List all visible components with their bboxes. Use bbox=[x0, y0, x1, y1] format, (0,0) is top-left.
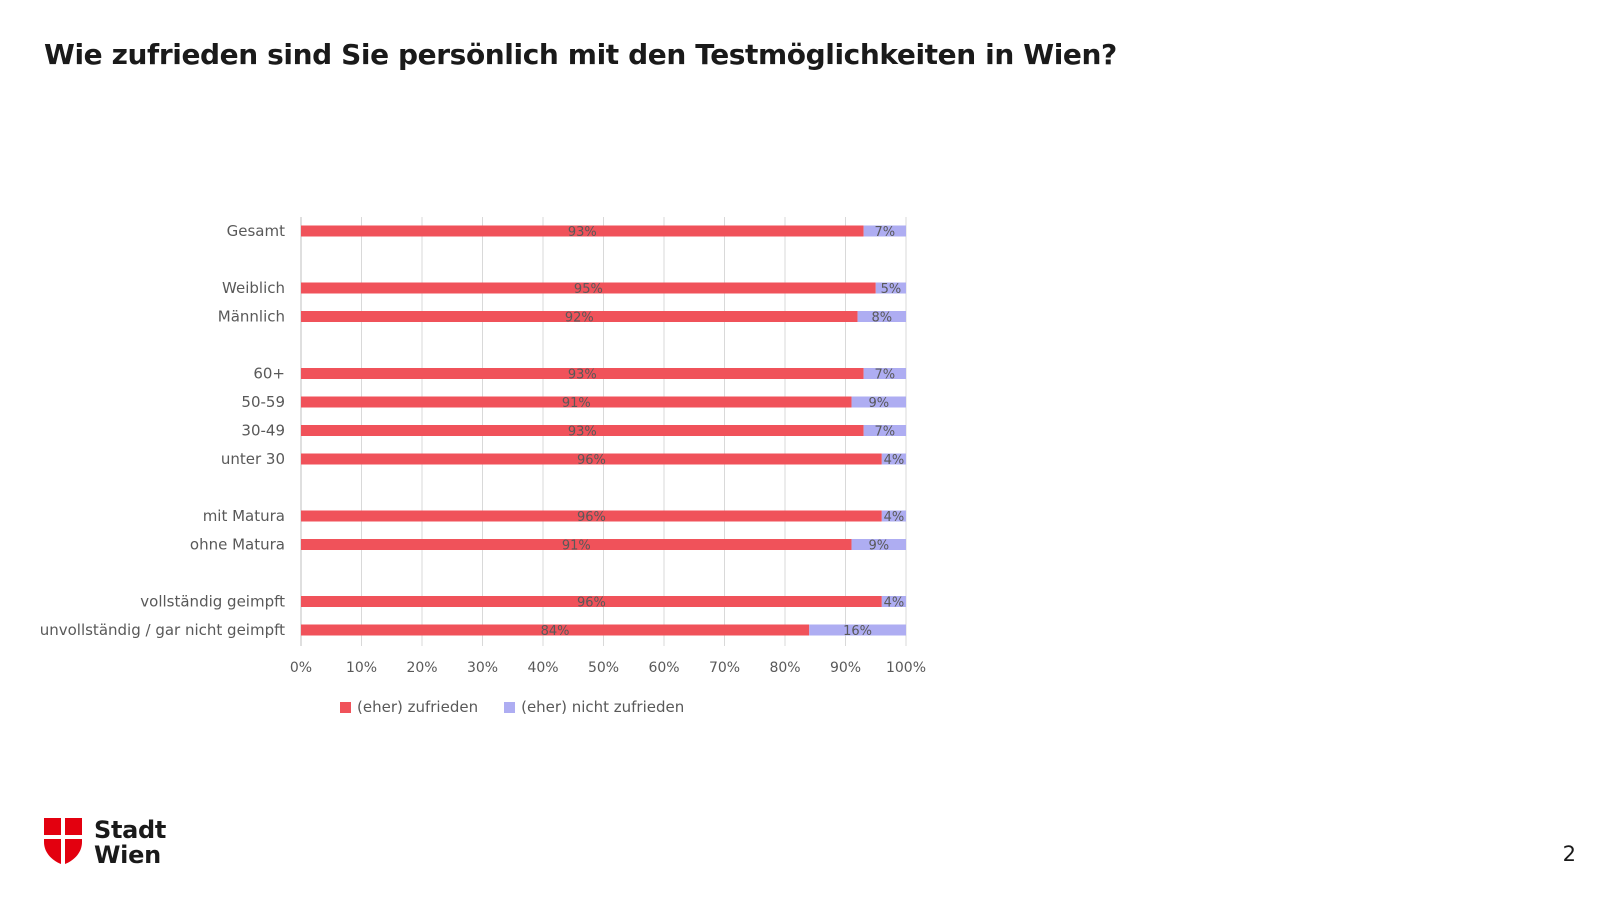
data-label-zufrieden: 96% bbox=[577, 596, 606, 611]
x-tick-label: 20% bbox=[406, 660, 437, 676]
category-label: unter 30 bbox=[221, 450, 285, 468]
bar-nicht-zufrieden bbox=[875, 282, 906, 294]
data-label-zufrieden: 91% bbox=[562, 396, 591, 411]
category-label: ohne Matura bbox=[190, 536, 285, 554]
bar-zufrieden bbox=[301, 368, 864, 379]
category-label: unvollständig / gar nicht geimpft bbox=[40, 621, 285, 639]
labels: 0% 10% 20% 30% 40% 50% 60% 70% 80% 90% 100% Gesamt W… bbox=[40, 222, 926, 676]
x-tick-label: 60% bbox=[648, 660, 679, 676]
category-label: 60+ bbox=[253, 365, 285, 383]
bar-nicht-zufrieden bbox=[863, 225, 906, 237]
category-label: Gesamt bbox=[227, 222, 285, 240]
data-label-nicht-zufrieden: 7% bbox=[875, 425, 896, 440]
bar-zufrieden bbox=[301, 624, 810, 636]
chart-legend: (eher) zufrieden (eher) nicht zufrieden bbox=[340, 698, 684, 716]
data-label-nicht-zufrieden: 4% bbox=[884, 453, 905, 468]
logo-line-wien: Wien bbox=[94, 841, 161, 869]
data-label-nicht-zufrieden: 9% bbox=[868, 396, 889, 411]
bar-zufrieden bbox=[301, 425, 864, 436]
data-label-nicht-zufrieden: 4% bbox=[884, 596, 905, 611]
data-label-nicht-zufrieden: 7% bbox=[875, 225, 896, 240]
bar-nicht-zufrieden bbox=[809, 624, 906, 636]
slide-title: Wie zufrieden sind Sie persönlich mit de… bbox=[44, 38, 1117, 71]
category-label: Weiblich bbox=[222, 279, 285, 297]
legend-item-nicht-zufrieden: (eher) nicht zufrieden bbox=[504, 698, 684, 716]
legend-label-nicht-zufrieden: (eher) nicht zufrieden bbox=[521, 698, 685, 716]
bar-nicht-zufrieden bbox=[881, 453, 906, 465]
bar-zufrieden bbox=[301, 225, 864, 237]
x-tick-label: 80% bbox=[769, 660, 800, 676]
legend-item-zufrieden: (eher) zufrieden bbox=[340, 698, 478, 716]
bars bbox=[301, 225, 906, 636]
bar-nicht-zufrieden bbox=[881, 596, 906, 607]
bar-nicht-zufrieden bbox=[863, 368, 906, 379]
data-label-zufrieden: 84% bbox=[541, 624, 570, 639]
bar-zufrieden bbox=[301, 539, 852, 550]
data-label-zufrieden: 93% bbox=[568, 225, 597, 240]
data-label-zufrieden: 95% bbox=[574, 282, 603, 297]
category-label: 30-49 bbox=[241, 422, 285, 440]
bar-zufrieden bbox=[301, 596, 882, 607]
x-tick-label: 10% bbox=[346, 660, 377, 676]
data-label-nicht-zufrieden: 5% bbox=[881, 282, 902, 297]
bar-zufrieden bbox=[301, 396, 852, 408]
data-label-nicht-zufrieden: 8% bbox=[871, 311, 892, 326]
logo-text: Stadt Wien bbox=[94, 818, 166, 868]
legend-swatch-nicht-zufrieden bbox=[504, 701, 516, 713]
data-label-zufrieden: 91% bbox=[562, 539, 591, 554]
x-tick-label: 40% bbox=[527, 660, 558, 676]
data-label-zufrieden: 96% bbox=[577, 510, 606, 525]
data-label-zufrieden: 96% bbox=[577, 453, 606, 468]
category-label: 50-59 bbox=[241, 393, 285, 411]
data-label-nicht-zufrieden: 16% bbox=[843, 624, 872, 639]
legend-label-zufrieden: (eher) zufrieden bbox=[357, 698, 479, 716]
bar-zufrieden bbox=[301, 282, 876, 294]
data-label-zufrieden: 92% bbox=[565, 311, 594, 326]
category-label: Männlich bbox=[218, 308, 285, 326]
stadt-wien-logo: Stadt Wien bbox=[44, 818, 166, 868]
x-tick-label: 50% bbox=[588, 660, 619, 676]
category-label: vollständig geimpft bbox=[140, 593, 285, 611]
data-label-zufrieden: 93% bbox=[568, 425, 597, 440]
category-label: mit Matura bbox=[203, 507, 285, 525]
data-label-nicht-zufrieden: 4% bbox=[884, 510, 905, 525]
bar-nicht-zufrieden bbox=[857, 311, 906, 322]
data-label-zufrieden: 93% bbox=[568, 368, 597, 383]
data-label-nicht-zufrieden: 9% bbox=[868, 539, 889, 554]
x-tick-label: 70% bbox=[709, 660, 740, 676]
x-tick-label: 30% bbox=[467, 660, 498, 676]
legend-swatch-zufrieden bbox=[340, 701, 351, 713]
bar-zufrieden bbox=[301, 510, 882, 522]
data-label-nicht-zufrieden: 7% bbox=[875, 368, 896, 383]
page-number: 2 bbox=[1562, 842, 1576, 866]
wien-shield-icon bbox=[44, 818, 82, 864]
x-tick-label: 100% bbox=[886, 660, 926, 676]
bar-nicht-zufrieden bbox=[881, 510, 906, 522]
bar-nicht-zufrieden bbox=[863, 425, 906, 436]
x-tick-label: 90% bbox=[830, 660, 861, 676]
bar-nicht-zufrieden bbox=[851, 396, 906, 408]
bar-zufrieden bbox=[301, 311, 858, 322]
x-tick-label: 0% bbox=[290, 660, 312, 676]
logo-line-stadt: Stadt bbox=[94, 816, 167, 844]
bar-zufrieden bbox=[301, 453, 882, 465]
bar-nicht-zufrieden bbox=[851, 539, 906, 550]
